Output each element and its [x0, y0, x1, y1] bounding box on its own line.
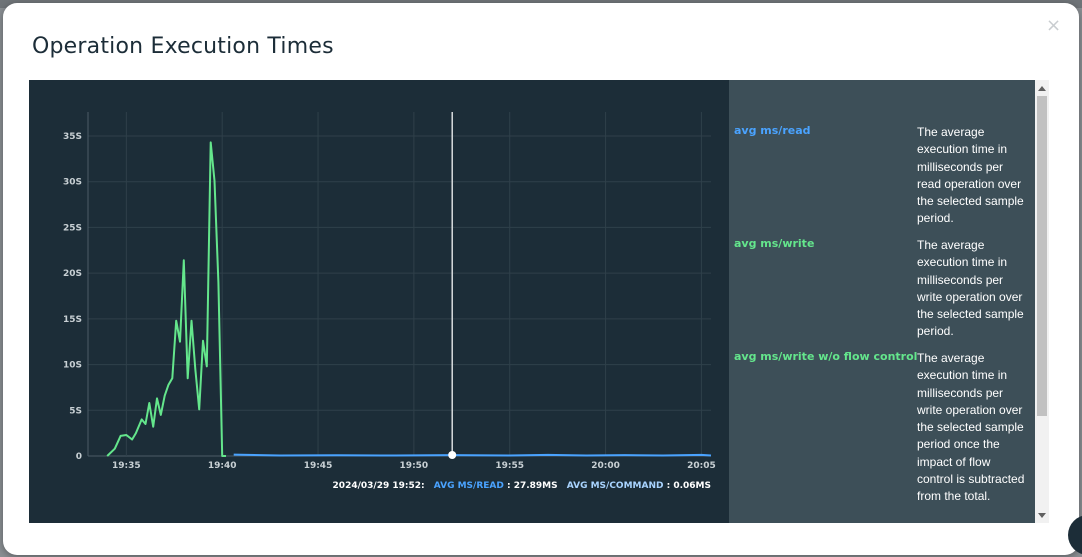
execution-time-chart[interactable]: 0 5S 10S 15S 20S 25S 30S 35S 19:35 19:40 19:45 19:… — [29, 80, 729, 523]
scroll-thumb[interactable] — [1037, 96, 1047, 416]
x-tick-label: 20:05 — [687, 461, 716, 471]
legend-name: avg ms/read — [734, 124, 811, 137]
series-line-0 — [106, 141, 226, 457]
y-tick-label: 35S — [63, 132, 82, 142]
close-icon[interactable]: × — [1046, 15, 1062, 36]
x-tick-label: 19:55 — [495, 461, 524, 471]
series-line-1 — [233, 453, 712, 457]
y-tick-label: 0 — [76, 452, 82, 462]
x-tick-label: 19:50 — [400, 461, 429, 471]
readout-read-label: AVG MS/READ — [434, 481, 504, 491]
legend-name: avg ms/write — [734, 237, 815, 250]
chart-panel: 0 5S 10S 15S 20S 25S 30S 35S 19:35 19:40 19:45 19:… — [29, 80, 729, 523]
hover-cursor-dot — [448, 451, 457, 459]
legend-scrollbar[interactable] — [1035, 80, 1049, 523]
y-tick-label: 20S — [63, 269, 82, 279]
x-tick-label: 19:45 — [304, 461, 333, 471]
y-tick-label: 15S — [63, 315, 82, 325]
legend-description: The average execution time in millisecon… — [917, 351, 1025, 504]
x-tick-label: 19:40 — [208, 461, 237, 471]
help-chat-button[interactable] — [1068, 515, 1082, 555]
readout-command-label: AVG MS/COMMAND — [567, 481, 664, 491]
y-tick-label: 25S — [63, 223, 82, 233]
y-tick-label: 5S — [69, 406, 82, 416]
x-tick-label: 20:00 — [591, 461, 620, 471]
readout-read-value: : 27.89MS — [507, 481, 558, 491]
scroll-up-arrow-icon[interactable] — [1038, 86, 1046, 91]
modal-title: Operation Execution Times — [32, 34, 334, 59]
y-tick-label: 30S — [63, 178, 82, 188]
legend-description: The average execution time in millisecon… — [917, 238, 1024, 339]
legend-name: avg ms/write w/o flow control — [734, 350, 918, 363]
legend-panel: avg ms/read The average execution time i… — [729, 80, 1035, 523]
legend-description: The average execution time in millisecon… — [917, 125, 1024, 226]
y-tick-label: 10S — [63, 361, 82, 371]
scroll-down-arrow-icon[interactable] — [1038, 513, 1046, 518]
readout-time: 2024/03/29 19:52: — [333, 481, 425, 491]
x-tick-label: 19:35 — [112, 461, 141, 471]
hover-readout: 2024/03/29 19:52: AVG MS/READ : 27.89MS … — [333, 481, 711, 491]
readout-command-value: : 0.06MS — [667, 481, 711, 491]
